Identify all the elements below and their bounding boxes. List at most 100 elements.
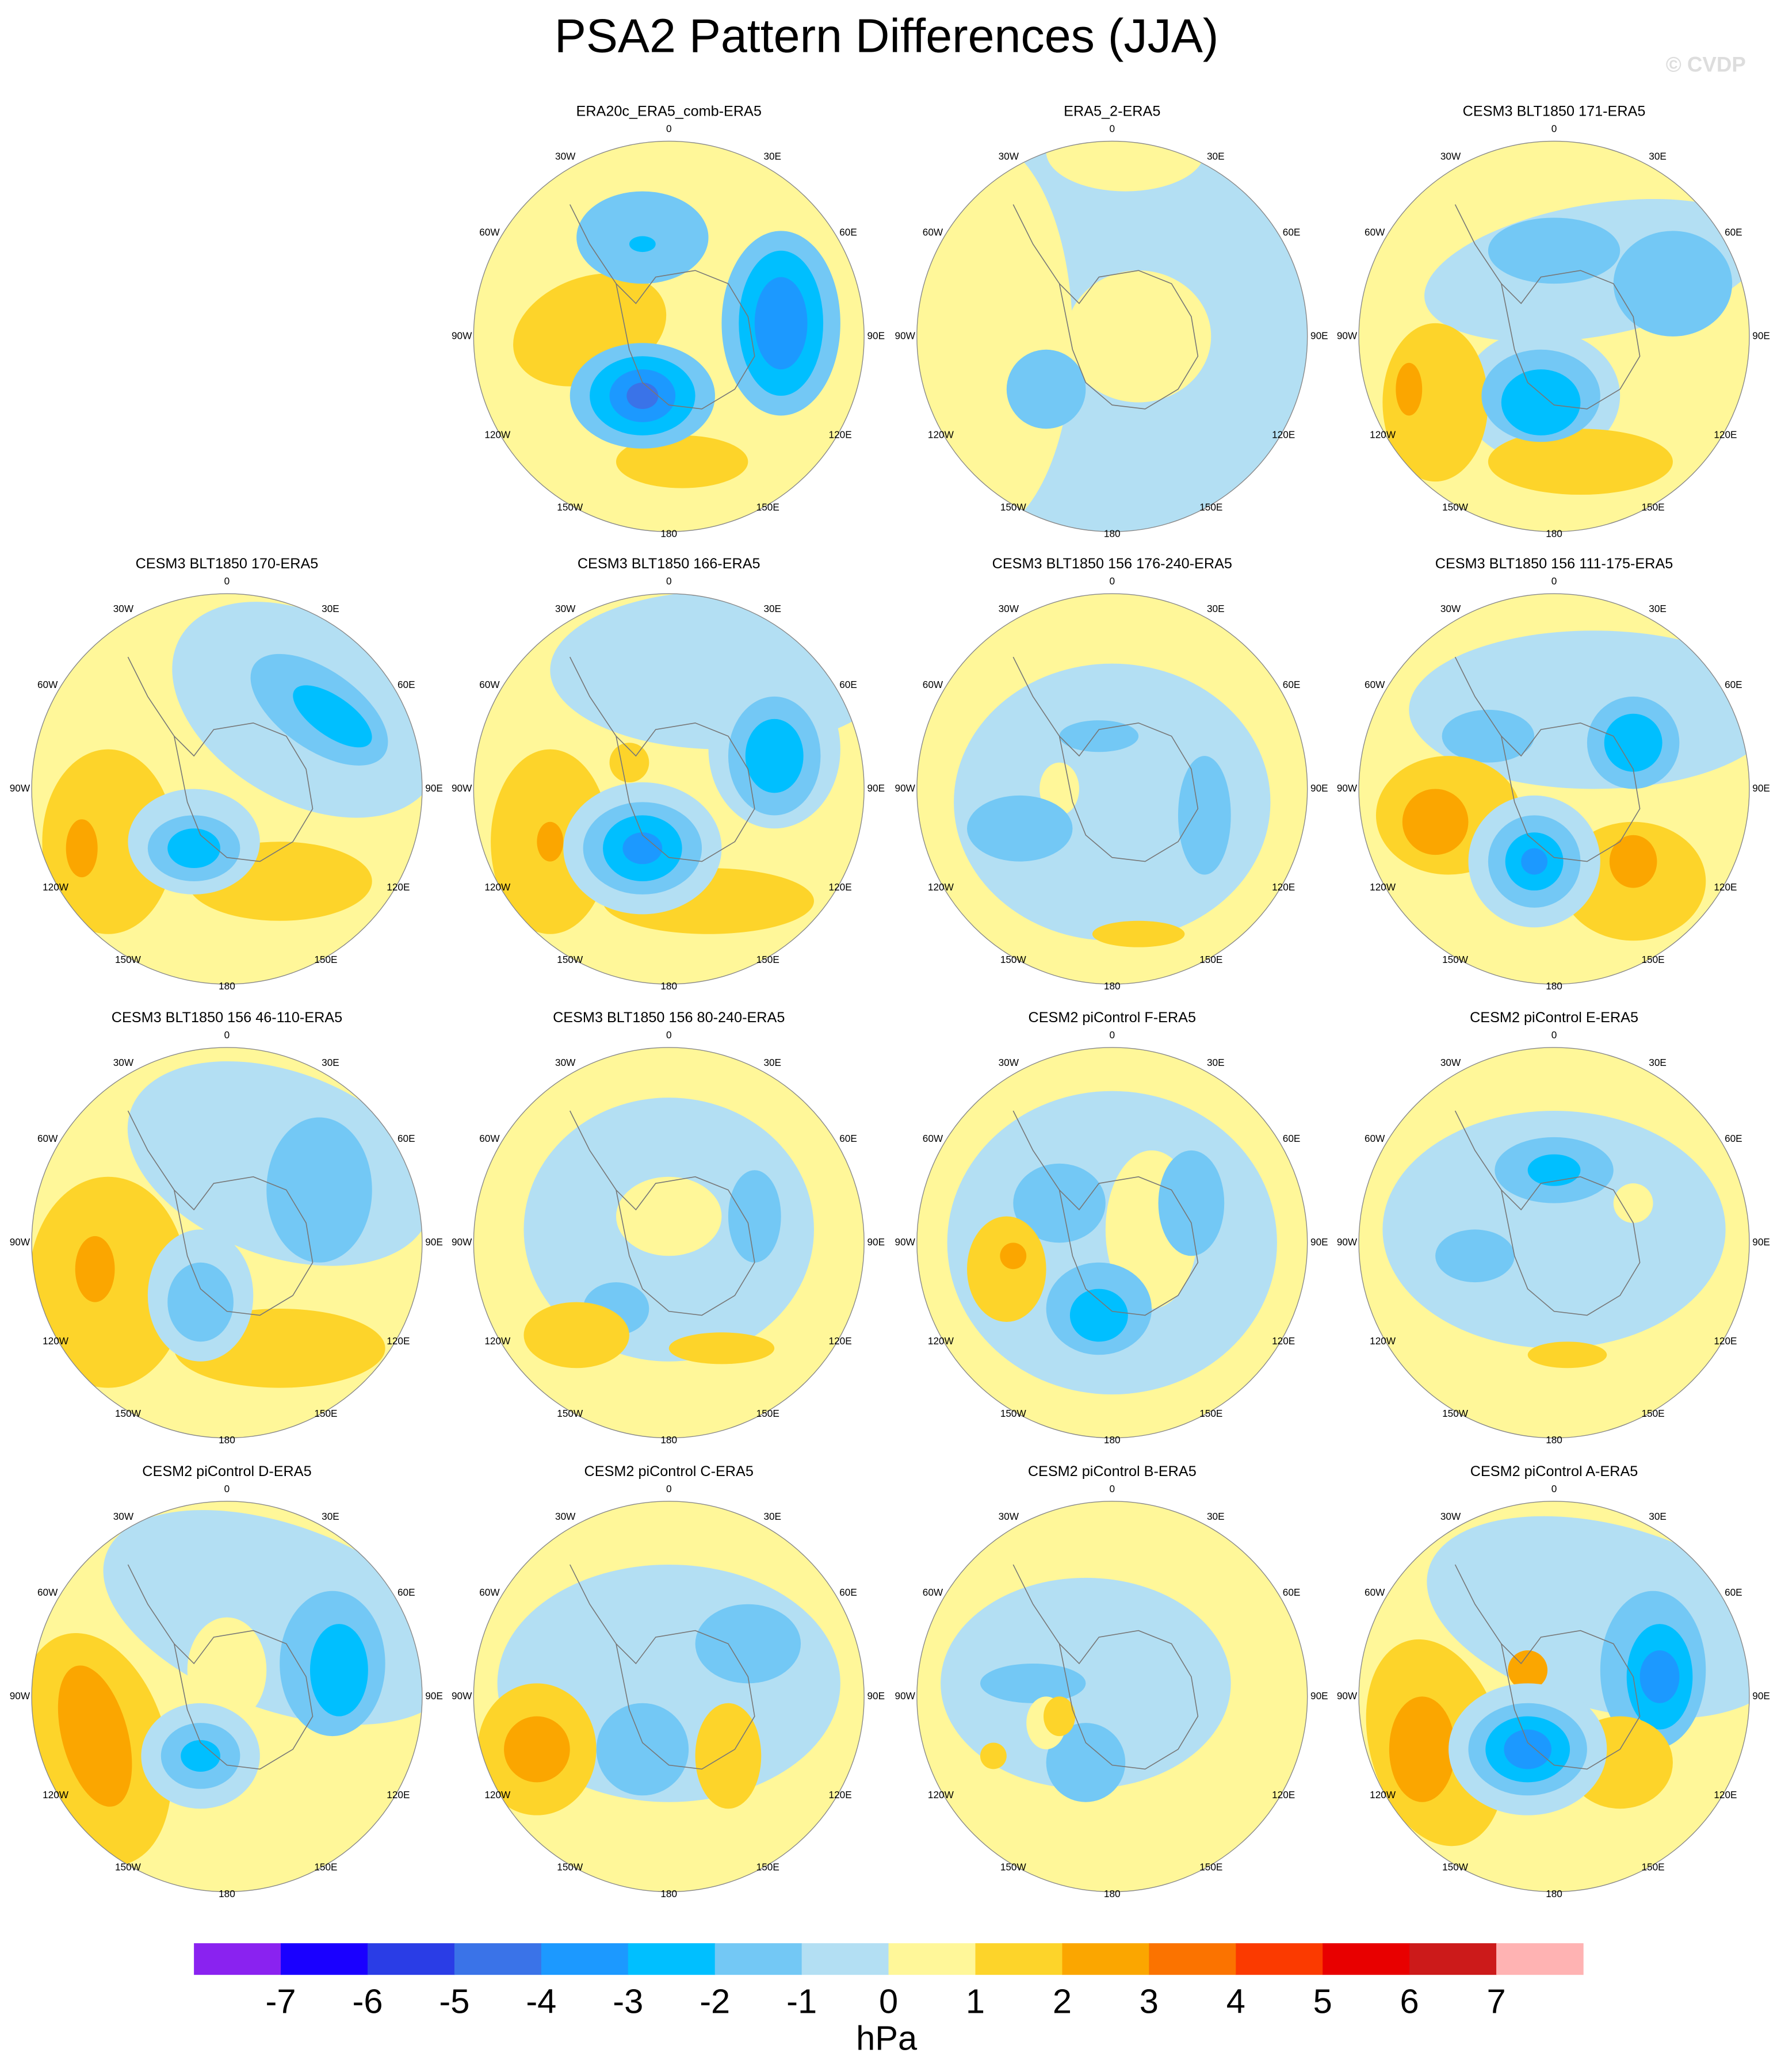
contour-region [1396,362,1423,416]
longitude-label: 150W [1442,1861,1469,1873]
contour-region [954,663,1271,941]
contour-region [58,1665,132,1807]
colorbar-box [281,1943,368,1975]
map-panel: CESM2 piControl E-ERA5 0 30E 60E 90E 120E 150E… [1337,1010,1770,1446]
longitude-label: 30W [1440,603,1461,614]
longitude-label: 90W [452,330,472,341]
contour-region [1402,789,1469,855]
contour-region [1527,1154,1581,1186]
contour-region [1488,429,1673,495]
longitude-label: 120W [484,429,511,440]
longitude-label: 150E [314,954,337,965]
longitude-label: 60E [1725,1133,1742,1144]
colorbar-tick-label: 1 [966,1982,985,2020]
longitude-label: 120E [1714,429,1737,440]
contour-region [1158,1150,1225,1256]
longitude-label: 90E [1310,1690,1328,1702]
longitude-label: 90W [10,782,30,794]
longitude-label: 120W [43,881,69,893]
contour-region [42,749,174,934]
coastline [570,204,755,410]
map-field [916,1501,1308,1892]
longitude-label: 0 [666,1483,672,1494]
longitude-label: 180 [1546,1434,1562,1446]
coastline [1454,204,1641,410]
map-field [473,141,865,532]
map-field [32,1047,422,1438]
map-border [916,140,1308,532]
longitude-label: 60E [398,679,415,690]
coastline [127,656,314,862]
longitude-label: 30E [1649,603,1667,614]
contour-region [967,1216,1046,1322]
longitude-label: 90E [1752,1236,1770,1248]
longitude-label: 30W [999,151,1019,162]
longitude-label: 60W [1365,679,1385,690]
map-panel: ERA5_2-ERA5 0 30E 60E 90E 120E 150E 180 150W 120W… [895,104,1328,540]
contour-region [66,819,98,878]
longitude-label: 30E [763,603,781,614]
map-field [32,594,422,984]
longitude-label: 60W [37,679,58,690]
longitude-label: 60E [1283,1133,1301,1144]
map-field [1359,1501,1749,1892]
contour-region [1069,1289,1128,1342]
longitude-label: 90E [1752,1690,1770,1702]
longitude-label: 60E [1725,1587,1742,1598]
longitude-label: 90W [895,330,916,341]
longitude-label: 150W [557,954,583,965]
map-field [1359,594,1749,984]
map-panel: CESM3 BLT1850 156 46-110-ERA5 0 30E 60E 90E 1… [10,1010,443,1446]
longitude-label: 150W [1442,501,1469,513]
map-border [473,1501,865,1893]
colorbar-tick-label: 4 [1226,1982,1245,2020]
colorbar-box [367,1943,455,1975]
longitude-label: 60W [923,1587,943,1598]
panel-title: CESM3 BLT1850 156 80-240-ERA5 [553,1010,785,1026]
panel-title: CESM3 BLT1850 156 111-175-ERA5 [1435,556,1673,572]
longitude-label: 60W [37,1587,58,1598]
contour-region [167,828,220,869]
coastline [127,1110,314,1316]
contour-region [668,1332,775,1364]
longitude-label: 30E [763,151,781,162]
longitude-label: 90E [425,1690,443,1702]
longitude-label: 90E [867,1690,885,1702]
longitude-label: 150E [756,954,779,965]
contour-region [75,1236,115,1302]
longitude-label: 180 [1546,1888,1562,1899]
contour-region [1044,1696,1076,1737]
colorbar-box [888,1943,976,1975]
longitude-label: 60E [1283,226,1301,238]
map-panel: CESM2 piControl F-ERA5 0 30E 60E 90E 120E 150E… [895,1010,1328,1446]
contour-region [980,1663,1086,1703]
colorbar-box [714,1943,802,1975]
longitude-label: 90W [895,1690,916,1702]
colorbar-tick-label: 6 [1400,1982,1419,2020]
longitude-label: 30E [1649,1057,1667,1068]
longitude-label: 60E [839,226,857,238]
map-border [916,1047,1308,1439]
colorbar-tick-label: -1 [786,1982,817,2020]
longitude-label: 90W [10,1690,30,1702]
longitude-label: 120E [1272,429,1295,440]
contour-region [1006,349,1086,429]
longitude-label: 90E [1310,330,1328,341]
coastline [1012,1110,1199,1316]
longitude-label: 120W [928,1335,954,1347]
colorbar-tick-label: -3 [613,1982,643,2020]
contour-region [1059,720,1139,752]
longitude-label: 180 [1546,527,1562,539]
contour-region [1389,1696,1455,1802]
longitude-label: 150E [1641,1408,1664,1419]
longitude-label: 90W [452,1690,472,1702]
colorbar-box [1409,1943,1497,1975]
map-panel: CESM3 BLT1850 166-ERA5 0 30E 60E 90E 120E 150E… [452,556,885,992]
longitude-label: 180 [660,527,677,539]
longitude-label: 180 [1104,980,1121,992]
longitude-label: 60W [479,226,500,238]
map-border [31,593,423,985]
longitude-label: 180 [1104,527,1121,539]
longitude-label: 90E [867,1236,885,1248]
longitude-label: 150W [1000,954,1027,965]
